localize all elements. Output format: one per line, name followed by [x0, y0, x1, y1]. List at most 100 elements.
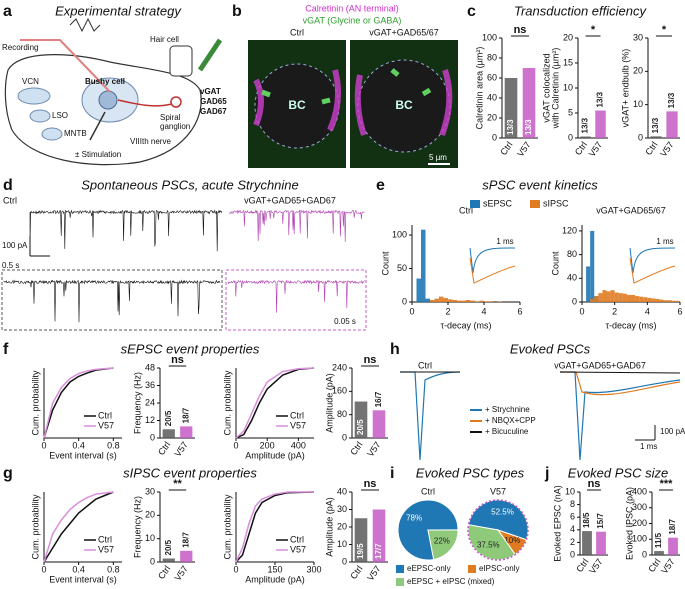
n-label: 16/7 — [374, 391, 383, 407]
legend-label: eEPSC + eIPSC (mixed) — [407, 577, 495, 586]
pie-slice — [427, 529, 459, 561]
bushy-cell — [98, 90, 118, 110]
histogram-bar — [434, 298, 439, 302]
y-tick-label: 10 — [563, 82, 573, 92]
scale-label: 100 pA — [660, 427, 685, 436]
y-axis-label: Frequency (Hz) — [132, 372, 142, 434]
y-tick-label: 40 — [567, 273, 577, 283]
trace — [29, 209, 223, 252]
x-tick-label: 0.8 — [107, 564, 120, 574]
x-tick-label: V57 — [587, 140, 604, 159]
legend-label: sEPSC — [483, 198, 513, 208]
panel-label: a — [3, 3, 12, 20]
legend-swatch — [530, 200, 540, 208]
x-tick-label: 200 — [260, 440, 275, 450]
terminals — [253, 69, 453, 137]
y-axis-label: Evoked EPSC (nA) — [552, 485, 562, 562]
label: ganglion — [160, 122, 190, 131]
bar — [666, 111, 678, 138]
x-tick-label: V57 — [172, 440, 189, 459]
bar — [180, 550, 193, 562]
scale-label: 1 ms — [656, 237, 673, 246]
y-tick-label: 30 — [337, 504, 347, 514]
y-tick-label: 20 — [337, 521, 347, 531]
bar — [650, 136, 662, 138]
histogram-bar — [425, 298, 430, 302]
significance: * — [591, 24, 596, 36]
histogram-bar — [488, 301, 493, 302]
scale-label: 0.5 s — [2, 261, 19, 270]
lso — [29, 109, 51, 123]
n-label: 13/3 — [667, 92, 676, 108]
x-tick-label: 300 — [306, 564, 321, 574]
slice-label: 78% — [406, 514, 422, 523]
x-tick-label: 2 — [612, 306, 617, 316]
cdf-line — [235, 367, 315, 439]
y-axis-label: Count — [550, 251, 560, 276]
legend-label: + NBQX+CPP — [485, 416, 536, 425]
condition-label: vGAT+GAD65/67 — [369, 27, 439, 37]
y-axis-label: Amplitude (pA) — [324, 497, 334, 557]
histogram-bar — [671, 300, 676, 302]
x-axis-label: Amplitude (pA) — [245, 574, 305, 584]
significance: * — [662, 24, 667, 36]
histogram-bar — [675, 300, 680, 302]
x-tick-label: Ctrl — [643, 140, 659, 157]
hair-cell — [169, 45, 193, 77]
histogram-bar — [639, 296, 644, 302]
n-label: 20/5 — [356, 419, 365, 435]
panel-title: sEPSC event properties — [121, 341, 260, 356]
legend-label: eEPSC-only — [407, 564, 451, 573]
n-label: 20/5 — [164, 539, 173, 555]
panel-label: j — [544, 465, 549, 482]
label: Hair cell — [150, 35, 179, 44]
bar — [522, 68, 536, 138]
scale-label: 100 pA — [2, 241, 28, 250]
bar — [595, 110, 606, 138]
x-tick-label: V57 — [365, 440, 382, 459]
y-tick-label: 160 — [332, 386, 347, 396]
y-tick-label: 12 — [145, 415, 155, 425]
significance: ns — [364, 354, 377, 366]
y-tick-label: 60 — [487, 72, 497, 82]
y-tick-label: 10 — [633, 99, 643, 109]
y-axis-label: Cum. probability — [222, 370, 232, 436]
histogram-bar — [586, 266, 591, 302]
histogram-bar — [421, 229, 426, 302]
y-tick-label: 5 — [568, 107, 573, 117]
x-tick-label: 0.4 — [72, 440, 85, 450]
x-tick-label: 0.8 — [107, 440, 120, 450]
x-tick-label: 2 — [445, 306, 450, 316]
panel-title: Evoked PSCs — [510, 341, 591, 356]
histogram-bar — [610, 290, 615, 302]
stim-electrode — [89, 111, 106, 141]
scale-label: 1 ms — [640, 442, 657, 451]
n-label: 11/5 — [654, 532, 663, 548]
x-tick-label: 6 — [677, 306, 682, 316]
significance: ns — [514, 24, 527, 36]
panel-title: sIPSC event properties — [123, 465, 257, 480]
y-tick-label: 200 — [632, 518, 647, 528]
trace — [227, 279, 365, 313]
histogram-bar — [655, 299, 660, 302]
bar — [354, 518, 368, 562]
x-tick-label: V57 — [587, 557, 604, 576]
y-tick-label: 0 — [342, 556, 347, 566]
histogram-bar — [663, 300, 668, 302]
legend-label: vGAT (Glycine or GABA) — [303, 15, 402, 25]
condition-label: Ctrl — [290, 27, 304, 37]
y-tick-label: 100 — [632, 534, 647, 544]
zoom-box — [225, 269, 367, 331]
bar — [180, 426, 193, 438]
x-tick-label: 0 — [41, 564, 46, 574]
histogram-bar — [635, 296, 640, 302]
zoom-box — [1, 269, 223, 331]
histogram-bar — [448, 299, 453, 302]
label: MNTB — [64, 129, 87, 138]
n-label: 19/5 — [356, 543, 365, 559]
y-tick-label: 10 — [565, 486, 575, 496]
n-label: 13/3 — [506, 119, 515, 135]
y-tick-label: 4 — [570, 524, 575, 534]
panel-label: i — [390, 465, 394, 482]
y-tick-label: 20 — [487, 112, 497, 122]
